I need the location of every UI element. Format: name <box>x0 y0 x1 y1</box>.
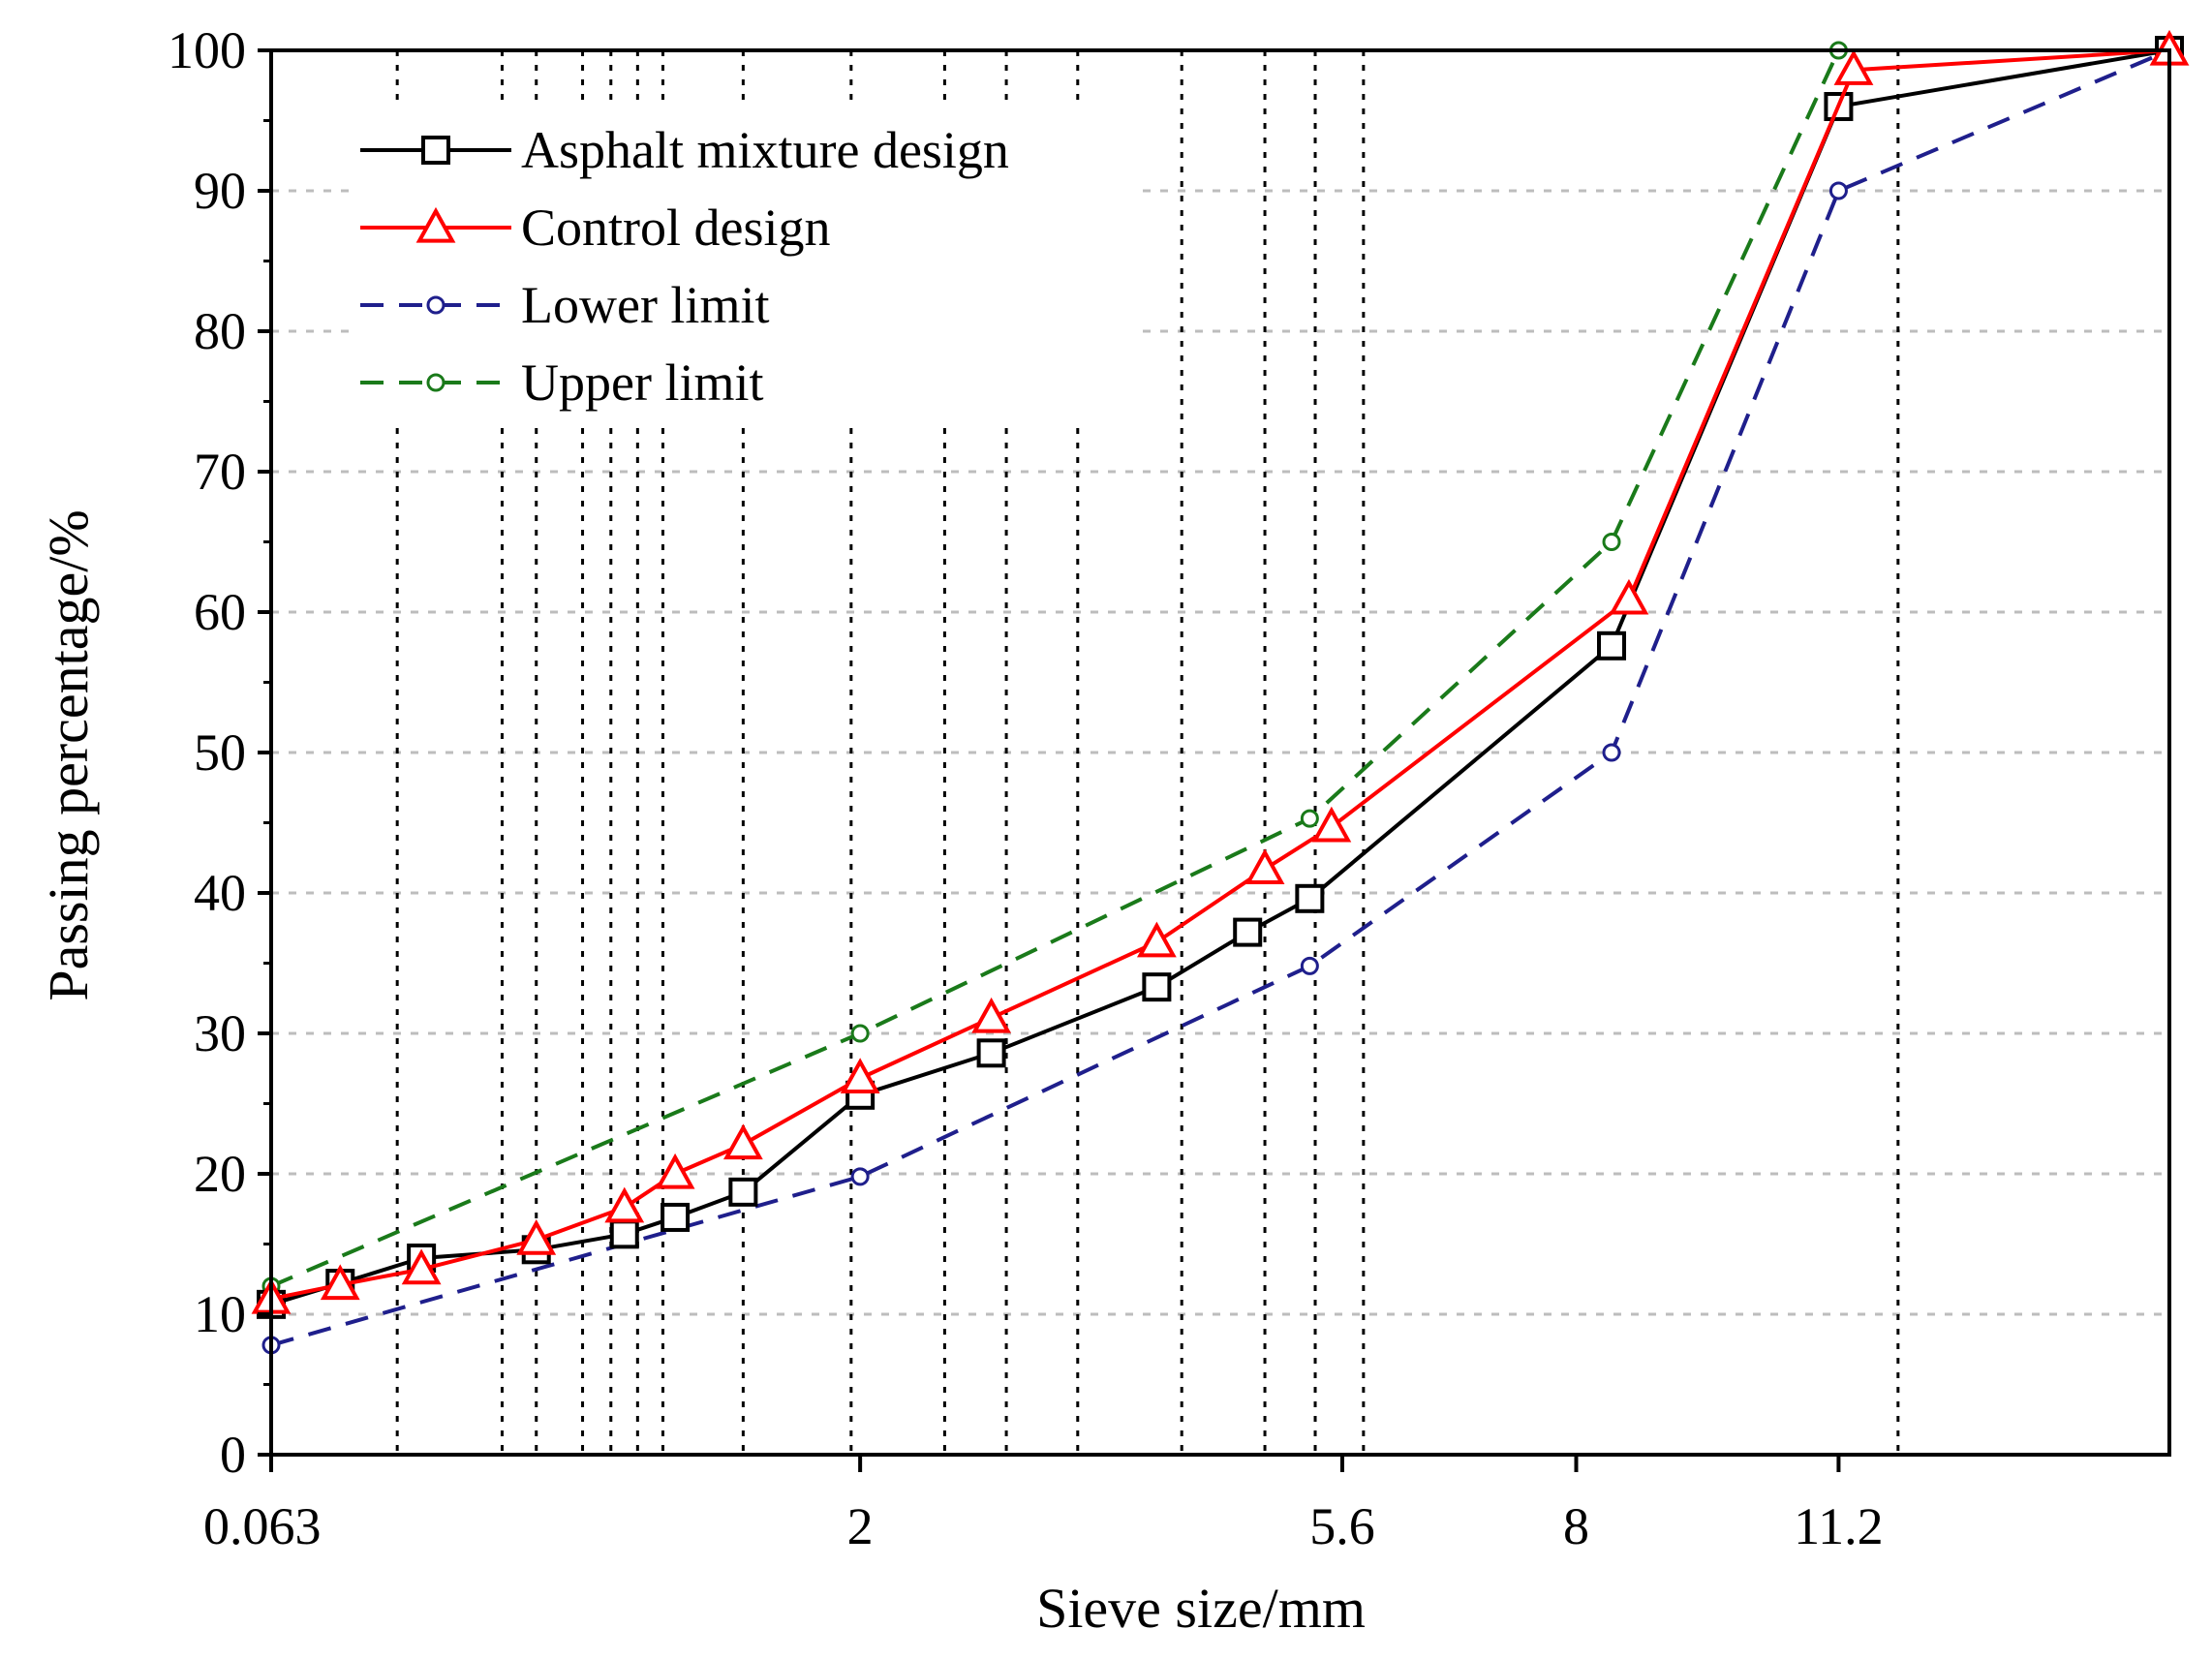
y-tick-label: 30 <box>194 1004 246 1062</box>
y-tick-label: 50 <box>194 723 246 782</box>
data-point-asphalt-mixture-design <box>1295 883 1325 913</box>
legend-marker-lower-limit <box>426 295 445 315</box>
x-axis: 0.063 2 5.6 8 11.2 <box>203 1455 1884 1555</box>
series-control-design <box>251 29 2190 1314</box>
data-point-asphalt-mixture-design <box>1142 972 1172 1002</box>
legend-background <box>349 107 1143 426</box>
data-point-control-design <box>401 1248 442 1285</box>
data-point-asphalt-mixture-design <box>1597 630 1627 661</box>
data-point-control-design <box>722 1123 763 1160</box>
data-point-control-design <box>320 1264 360 1301</box>
y-tick-label: 0 <box>220 1426 246 1484</box>
y-tick-label: 70 <box>194 443 246 501</box>
y-tick-label: 20 <box>194 1145 246 1203</box>
legend-label-control-design: Control design <box>521 199 831 257</box>
y-tick-label: 40 <box>194 864 246 922</box>
data-point-lower-limit <box>1300 956 1319 975</box>
data-point-lower-limit <box>850 1167 870 1186</box>
data-point-control-design <box>655 1153 695 1189</box>
data-point-asphalt-mixture-design <box>661 1202 691 1232</box>
y-tick-label: 10 <box>194 1285 246 1343</box>
x-tick-label: 2 <box>847 1497 874 1555</box>
series-line-lower-limit <box>270 48 2170 1347</box>
data-point-control-design <box>1609 578 1649 615</box>
legend-marker-asphalt-mixture-design <box>421 136 450 165</box>
data-point-control-design <box>516 1219 557 1255</box>
data-point-control-design <box>1833 49 1874 85</box>
y-axis: 0 10 20 30 40 50 60 70 80 90 100 <box>168 21 271 1484</box>
data-point-control-design <box>1311 806 1352 843</box>
x-tick-label: 8 <box>1563 1497 1589 1555</box>
legend-marker-control-design <box>415 206 456 243</box>
data-point-upper-limit <box>1300 809 1319 828</box>
data-point-control-design <box>1244 848 1285 884</box>
y-axis-title: Passing percentage/% <box>37 509 100 1000</box>
x-tick-label: 5.6 <box>1309 1497 1375 1555</box>
data-point-control-design <box>971 997 1011 1033</box>
legend-marker-upper-limit <box>426 373 445 392</box>
legend-label-asphalt-mixture-design: Asphalt mixture design <box>521 121 1009 179</box>
data-point-asphalt-mixture-design <box>1824 92 1854 121</box>
x-axis-title: Sieve size/mm <box>1036 1577 1366 1640</box>
data-point-lower-limit <box>1602 743 1621 762</box>
data-point-asphalt-mixture-design <box>976 1038 1006 1068</box>
data-point-asphalt-mixture-design <box>609 1219 639 1249</box>
y-tick-label: 80 <box>194 302 246 360</box>
y-tick-label: 60 <box>194 583 246 641</box>
data-point-upper-limit <box>1602 533 1621 551</box>
y-tick-label: 90 <box>194 162 246 220</box>
x-tick-label: 0.063 <box>203 1497 322 1555</box>
data-point-lower-limit <box>1828 181 1848 200</box>
legend-label-upper-limit: Upper limit <box>521 354 763 412</box>
data-point-control-design <box>1136 921 1177 958</box>
legend: Asphalt mixture design Control design Lowe… <box>349 107 1143 426</box>
data-point-asphalt-mixture-design <box>1233 917 1263 947</box>
data-point-asphalt-mixture-design <box>728 1177 758 1207</box>
data-point-control-design <box>604 1186 645 1223</box>
legend-label-lower-limit: Lower limit <box>521 276 769 334</box>
data-point-control-design <box>840 1058 880 1093</box>
y-tick-label: 100 <box>168 21 246 79</box>
data-point-upper-limit <box>850 1024 870 1043</box>
x-tick-label: 11.2 <box>1794 1497 1884 1555</box>
